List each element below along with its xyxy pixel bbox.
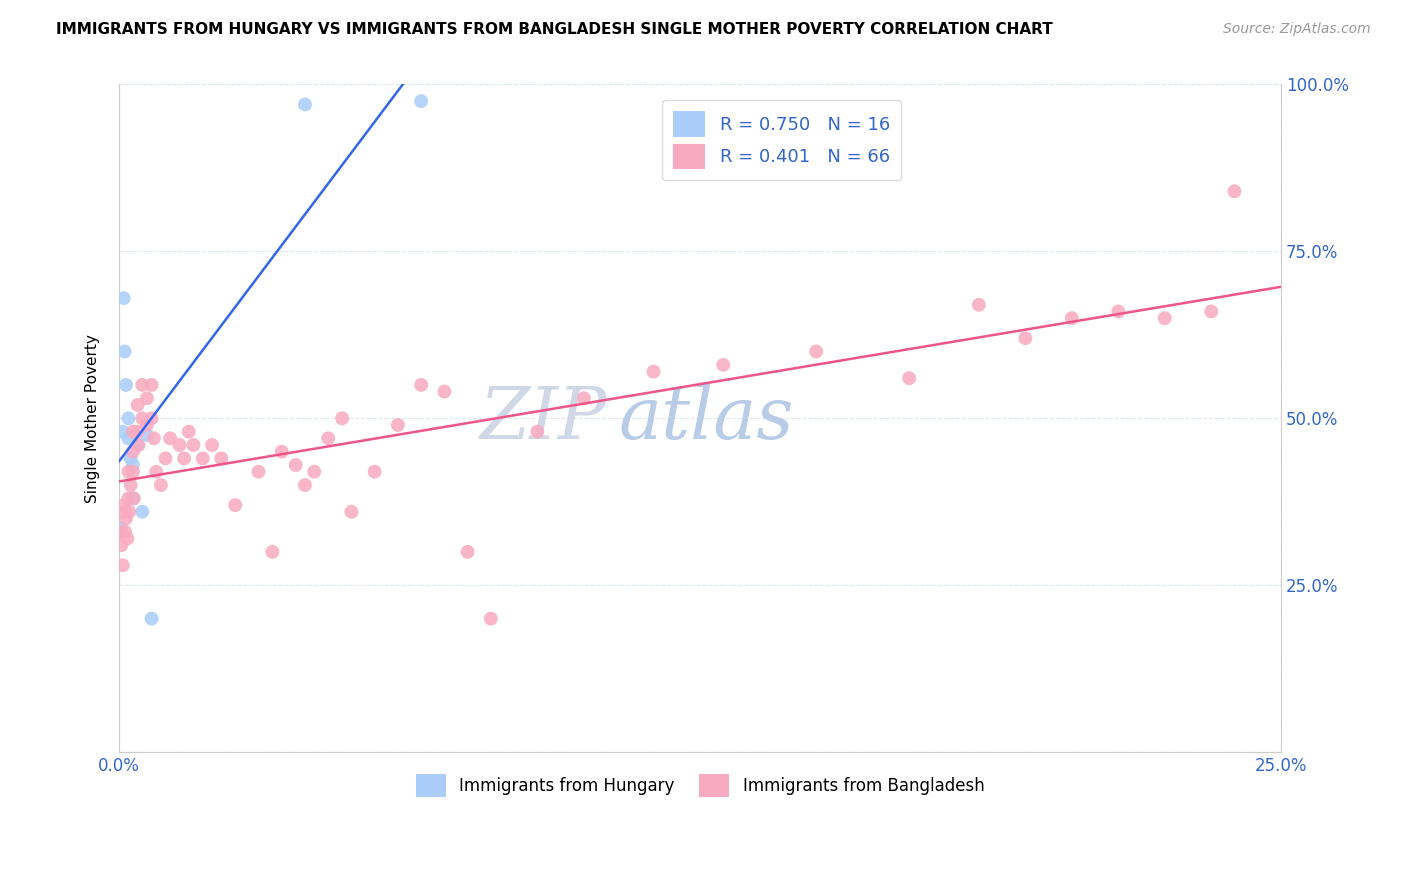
Point [128, 438, 150, 452]
Point [141, 612, 163, 626]
Point [643, 365, 665, 379]
Point [149, 478, 172, 492]
Point [117, 431, 139, 445]
Point [118, 505, 141, 519]
Point [294, 478, 316, 492]
Point [114, 344, 136, 359]
Point [191, 451, 214, 466]
Point [127, 398, 149, 412]
Point [1107, 304, 1129, 318]
Point [115, 378, 138, 392]
Point [387, 417, 409, 432]
Point [155, 451, 177, 466]
Point [270, 444, 292, 458]
Point [117, 532, 139, 546]
Point [127, 438, 149, 452]
Point [114, 505, 136, 519]
Point [201, 438, 224, 452]
Point [711, 358, 734, 372]
Y-axis label: Single Mother Poverty: Single Mother Poverty [86, 334, 100, 503]
Point [411, 94, 433, 108]
Point [247, 465, 270, 479]
Point [114, 524, 136, 539]
Point [136, 417, 159, 432]
Point [142, 431, 165, 445]
Point [898, 371, 921, 385]
Point [284, 458, 307, 472]
Point [117, 465, 139, 479]
Point [117, 411, 139, 425]
Point [111, 558, 134, 573]
Point [1223, 184, 1246, 198]
Point [115, 511, 138, 525]
Point [122, 491, 145, 506]
Point [122, 465, 145, 479]
Point [806, 344, 828, 359]
Legend: Immigrants from Hungary, Immigrants from Bangladesh: Immigrants from Hungary, Immigrants from… [409, 767, 991, 804]
Point [1153, 311, 1175, 326]
Point [112, 291, 135, 305]
Point [173, 451, 195, 466]
Point [169, 438, 191, 452]
Point [209, 451, 232, 466]
Point [1060, 311, 1083, 326]
Point [304, 465, 326, 479]
Point [117, 491, 139, 506]
Point [145, 465, 167, 479]
Point [479, 612, 502, 626]
Point [340, 505, 363, 519]
Point [136, 391, 159, 405]
Point [411, 378, 433, 392]
Point [122, 425, 145, 439]
Point [183, 438, 205, 452]
Point [120, 451, 142, 466]
Point [572, 391, 595, 405]
Text: IMMIGRANTS FROM HUNGARY VS IMMIGRANTS FROM BANGLADESH SINGLE MOTHER POVERTY CORR: IMMIGRANTS FROM HUNGARY VS IMMIGRANTS FR… [56, 22, 1053, 37]
Point [294, 97, 316, 112]
Point [141, 378, 163, 392]
Point [330, 411, 353, 425]
Point [262, 545, 284, 559]
Point [967, 298, 990, 312]
Point [141, 411, 163, 425]
Point [224, 498, 246, 512]
Point [120, 478, 142, 492]
Text: Source: ZipAtlas.com: Source: ZipAtlas.com [1223, 22, 1371, 37]
Point [159, 431, 181, 445]
Point [122, 444, 145, 458]
Point [316, 431, 339, 445]
Point [457, 545, 479, 559]
Point [363, 465, 385, 479]
Point [526, 425, 548, 439]
Point [433, 384, 456, 399]
Point [1014, 331, 1036, 345]
Point [122, 491, 145, 506]
Point [111, 425, 134, 439]
Text: ZIP: ZIP [479, 383, 607, 453]
Text: atlas: atlas [619, 383, 794, 453]
Point [112, 498, 135, 512]
Point [131, 505, 153, 519]
Point [127, 425, 149, 439]
Point [110, 521, 132, 535]
Point [122, 458, 145, 472]
Point [131, 378, 153, 392]
Point [177, 425, 200, 439]
Point [1199, 304, 1222, 318]
Point [136, 428, 159, 442]
Point [131, 411, 153, 425]
Point [110, 524, 132, 539]
Point [110, 538, 132, 552]
